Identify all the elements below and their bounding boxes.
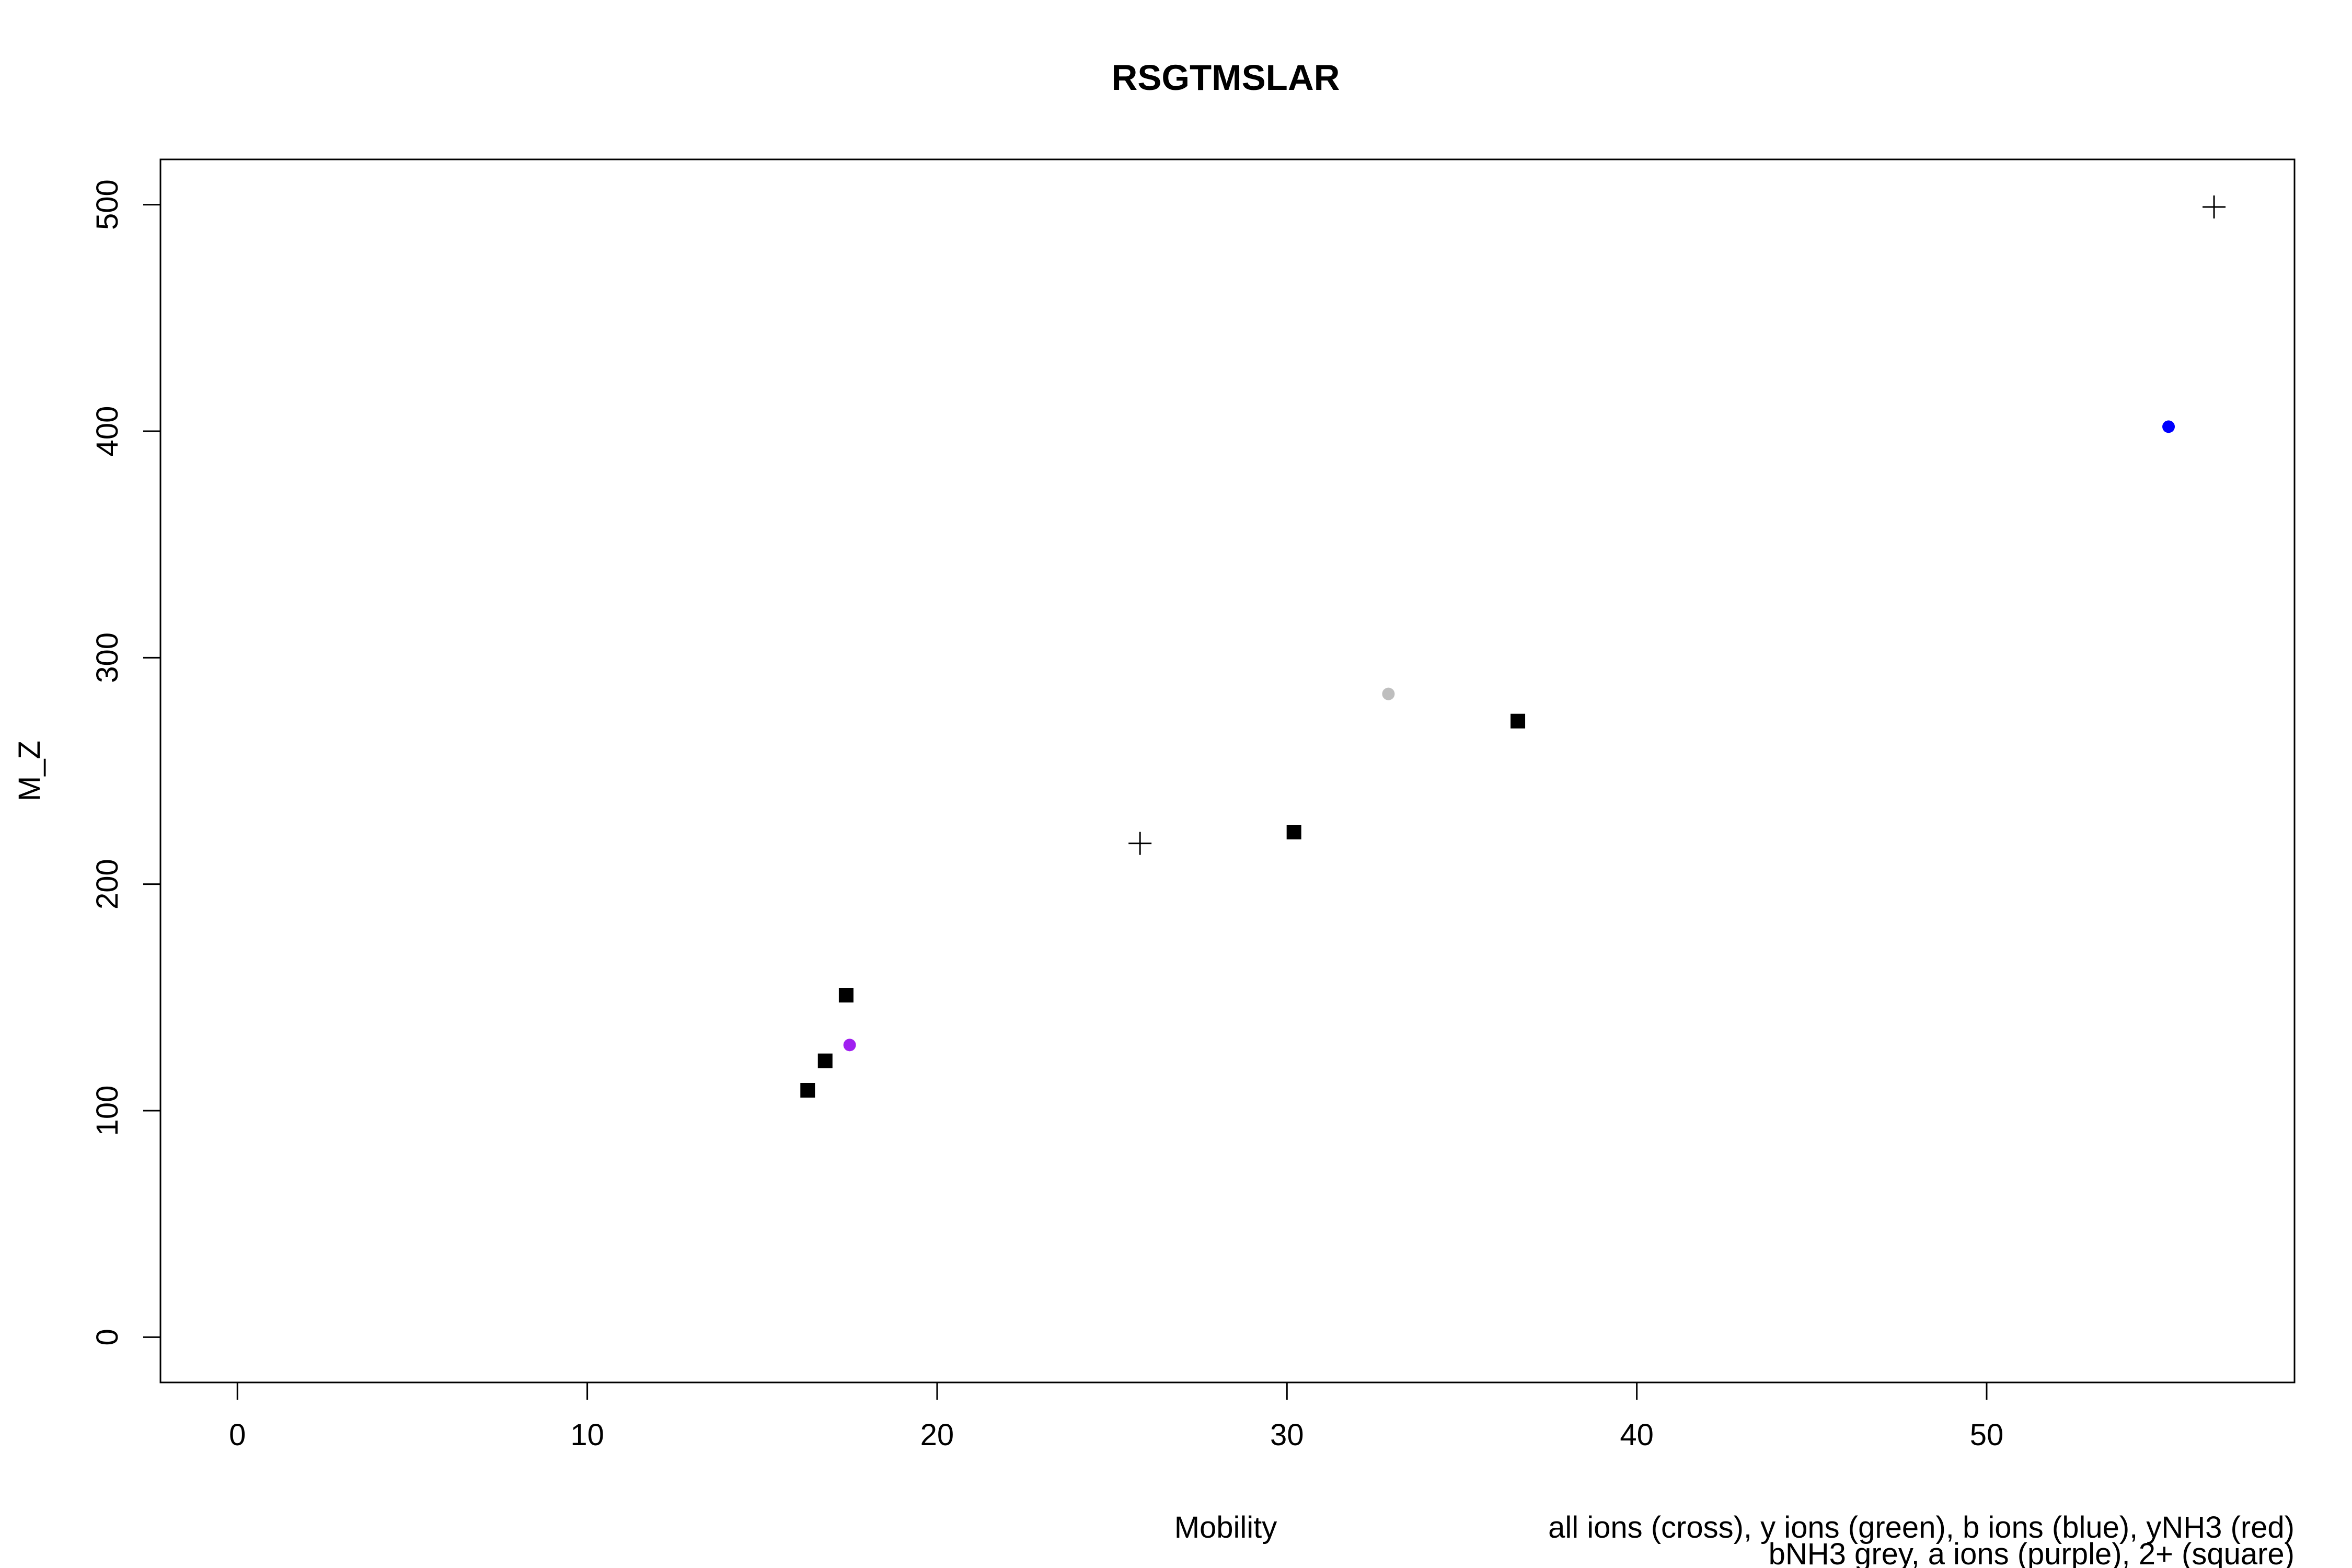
y-tick-label: 0	[90, 1329, 124, 1345]
x-axis: 0 10 20 30 40 50	[229, 1381, 2004, 1452]
square-point	[1286, 825, 1301, 839]
x-axis-label: Mobility	[1174, 1511, 1277, 1544]
legend-line-1: all ions (cross), y ions (green), b ions…	[1548, 1511, 2295, 1544]
x-tick-label: 0	[229, 1418, 246, 1452]
square-point	[800, 1083, 815, 1098]
y-tick-label: 500	[90, 179, 124, 230]
chart-title: RSGTMSLAR	[1112, 57, 1340, 98]
square-point	[1511, 713, 1526, 729]
x-tick-label: 40	[1620, 1418, 1654, 1452]
y-axis-label: M_Z	[13, 741, 47, 801]
x-tick-label: 50	[1970, 1418, 2004, 1452]
cross-point	[1128, 832, 1152, 855]
x-tick-label: 30	[1270, 1418, 1304, 1452]
y-tick-label: 100	[90, 1086, 124, 1136]
y-axis: 0 100 200 300 400 500	[90, 179, 162, 1345]
x-tick-label: 10	[570, 1418, 604, 1452]
circle-point	[843, 1039, 856, 1052]
y-tick-label: 200	[90, 859, 124, 909]
x-tick-label: 20	[920, 1418, 954, 1452]
cross-point	[2203, 195, 2226, 218]
square-point	[817, 1053, 833, 1068]
y-tick-label: 300	[90, 632, 124, 683]
square-point	[838, 988, 854, 1002]
y-tick-label: 400	[90, 406, 124, 457]
legend-line-2: bNH3 grey, a ions (purple), 2+ (square)	[1769, 1537, 2295, 1568]
data-points	[800, 195, 2226, 1098]
plot-frame	[159, 158, 2296, 1383]
circle-point	[1382, 687, 1395, 700]
circle-point	[2162, 420, 2175, 433]
